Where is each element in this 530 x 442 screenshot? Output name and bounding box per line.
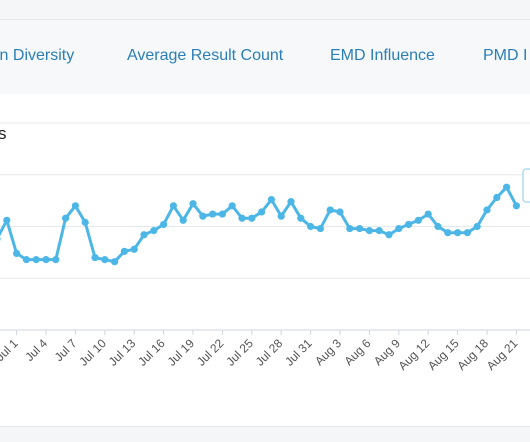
- data-point: [287, 198, 295, 206]
- tooltip-box: [522, 168, 530, 203]
- tab-emd-influence[interactable]: EMD Influence: [330, 47, 435, 64]
- data-point: [111, 258, 119, 266]
- x-tick-label: Aug 15: [425, 336, 462, 373]
- data-point: [199, 212, 207, 220]
- x-tick-label: Jul 4: [22, 336, 50, 364]
- data-point: [0, 236, 1, 241]
- x-tick-label: Jul 16: [135, 336, 168, 369]
- data-point: [52, 256, 60, 264]
- data-point: [356, 224, 364, 233]
- x-tick-label: Aug 3: [312, 336, 344, 368]
- data-point: [473, 222, 481, 231]
- x-tick-label: Jul 31: [282, 336, 315, 369]
- data-point: [120, 247, 128, 255]
- data-point: [179, 216, 187, 224]
- data-point: [169, 202, 177, 210]
- data-point: [248, 214, 256, 222]
- data-point: [81, 218, 89, 226]
- data-point: [62, 214, 70, 222]
- data-point: [405, 220, 413, 229]
- data-point: [13, 249, 21, 258]
- data-point: [71, 202, 79, 210]
- x-tick-label: Aug 6: [341, 336, 373, 368]
- data-point: [130, 245, 138, 253]
- chart-panel: s: [0, 94, 530, 427]
- x-tick-label: Jul 10: [76, 336, 109, 369]
- data-point: [307, 222, 315, 231]
- x-tick-label: Jul 22: [194, 336, 227, 369]
- tab-pmd-influence[interactable]: PMD I: [483, 47, 528, 64]
- data-point: [140, 231, 148, 239]
- data-point: [32, 256, 40, 264]
- data-point: [512, 202, 521, 210]
- data-point: [267, 195, 275, 204]
- data-point: [503, 183, 511, 191]
- data-point: [493, 193, 501, 202]
- data-point: [346, 224, 354, 233]
- data-point: [297, 214, 305, 222]
- data-point: [434, 222, 442, 231]
- data-point: [375, 227, 383, 235]
- data-point: [277, 212, 285, 220]
- data-point: [209, 210, 217, 218]
- data-point: [454, 229, 462, 237]
- x-tick-label: Jul 7: [52, 336, 80, 364]
- data-point: [228, 202, 236, 210]
- metric-tab-bar: in Diversity Average Result Count EMD In…: [0, 19, 530, 95]
- data-point: [385, 231, 393, 239]
- x-tick-label: Aug 18: [454, 336, 491, 373]
- chart-title: s: [0, 124, 7, 143]
- data-point: [258, 208, 266, 216]
- data-point: [160, 220, 168, 229]
- data-point: [316, 224, 324, 233]
- data-point: [336, 208, 344, 216]
- data-point: [238, 214, 246, 222]
- x-tick-label: Jul 28: [253, 336, 286, 369]
- data-point: [365, 227, 373, 235]
- data-point: [189, 200, 197, 208]
- x-tick-label: Aug 21: [484, 336, 521, 373]
- tab-average-result-count[interactable]: Average Result Count: [127, 47, 284, 64]
- x-tick-label: Jul 13: [106, 336, 139, 369]
- data-point: [326, 206, 334, 214]
- data-point: [101, 256, 109, 264]
- data-point: [444, 229, 452, 237]
- data-point: [150, 227, 158, 235]
- tab-domain-diversity[interactable]: in Diversity: [0, 47, 75, 64]
- data-point: [42, 256, 50, 264]
- data-point: [463, 229, 471, 237]
- data-point: [91, 253, 99, 262]
- x-tick-label: Jul 19: [165, 336, 198, 369]
- data-point: [424, 210, 432, 218]
- data-point: [414, 216, 422, 224]
- data-point: [3, 216, 11, 224]
- data-point: [22, 256, 30, 264]
- data-point: [395, 224, 403, 233]
- x-tick-label: Jul 1: [0, 336, 21, 364]
- x-tick-label: Jul 25: [223, 336, 256, 369]
- data-point: [483, 206, 491, 214]
- x-tick-label: Aug 12: [396, 336, 433, 373]
- data-point: [218, 210, 226, 218]
